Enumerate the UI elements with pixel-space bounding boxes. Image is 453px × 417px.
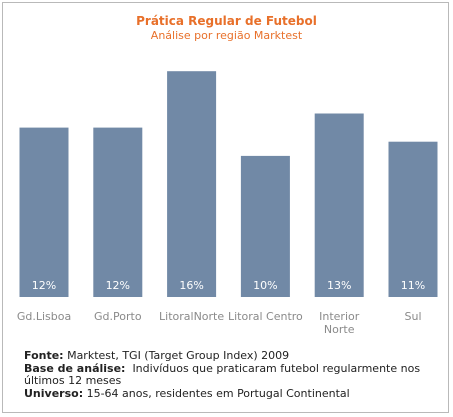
category-label-4-0: Interior bbox=[319, 310, 360, 323]
bar-2 bbox=[167, 71, 217, 297]
category-label-1-0: Gd.Porto bbox=[94, 310, 142, 323]
universe-label: Universo: bbox=[24, 386, 84, 400]
universe-note: Universo: 15-64 anos, residentes em Port… bbox=[24, 386, 424, 401]
bar-1 bbox=[93, 127, 143, 297]
source-note: Fonte: Marktest, TGI (Target Group Index… bbox=[24, 349, 424, 363]
bar-5 bbox=[388, 141, 438, 297]
category-label-3-0: Litoral Centro bbox=[228, 310, 303, 323]
bar-value-label-0: 12% bbox=[32, 279, 56, 292]
bar-value-label-2: 16% bbox=[179, 279, 203, 292]
chart-frame bbox=[2, 2, 449, 413]
category-label-2-0: LitoralNorte bbox=[159, 310, 224, 323]
category-label-4-1: Norte bbox=[324, 323, 355, 336]
source-value: Marktest, TGI (Target Group Index) 2009 bbox=[67, 349, 290, 362]
bar-value-label-3: 10% bbox=[253, 279, 277, 292]
bar-value-label-1: 12% bbox=[106, 279, 130, 292]
base-value: Indivíduos que praticaram futebol regula… bbox=[24, 361, 421, 387]
category-label-5-0: Sul bbox=[404, 310, 421, 323]
bar-3 bbox=[240, 155, 290, 297]
bar-4 bbox=[314, 113, 364, 297]
universe-value: 15-64 anos, residentes em Portugal Conti… bbox=[86, 386, 350, 400]
chart-notes: Fonte: Marktest, TGI (Target Group Index… bbox=[24, 349, 424, 401]
source-label: Fonte: bbox=[24, 349, 64, 362]
chart-title: Prática Regular de Futebol bbox=[136, 14, 317, 28]
bar-0 bbox=[19, 127, 69, 297]
base-label: Base de análise: bbox=[24, 361, 126, 375]
bar-chart: 12% Gd.Lisboa 12% Gd.Porto 16% LitoralNorte 10… bbox=[17, 71, 438, 336]
bar-value-label-5: 11% bbox=[401, 279, 425, 292]
base-note: Base de análise: Indivíduos que praticar… bbox=[24, 361, 424, 388]
chart-subtitle: Análise por região Marktest bbox=[150, 29, 303, 42]
bar-value-label-4: 13% bbox=[327, 279, 351, 292]
category-label-0-0: Gd.Lisboa bbox=[17, 310, 71, 323]
